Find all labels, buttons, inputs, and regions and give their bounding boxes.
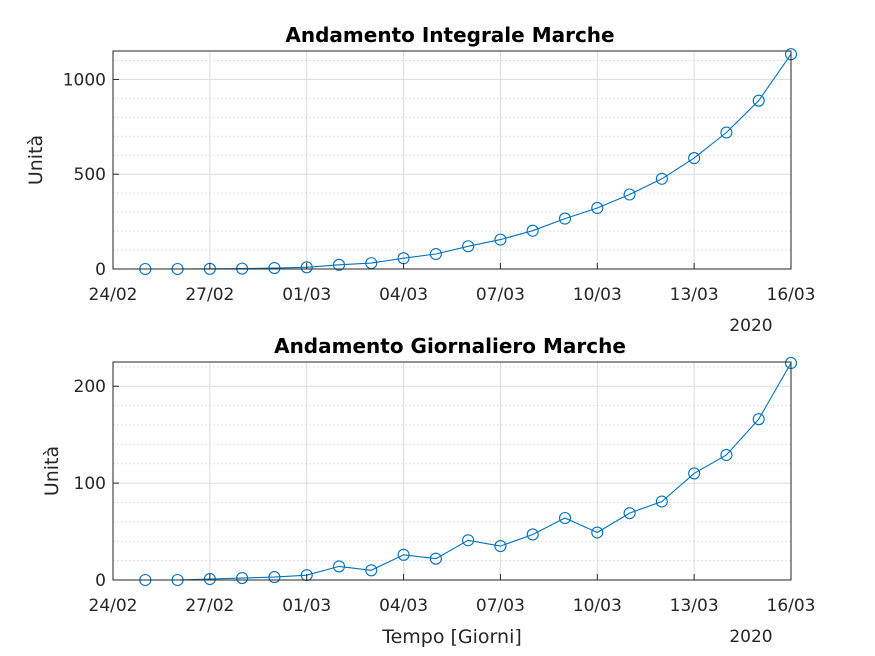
x-tick-label: 07/03 [476,596,525,616]
data-point [236,572,249,585]
data-point [462,534,475,547]
data-point [623,188,636,201]
x-tick-label: 10/03 [573,596,622,616]
y-tick-label: 1000 [63,70,106,90]
giornaliero-chart: Andamento Giornaliero Marche 0 100 200 24/0… [41,334,816,648]
data-point [720,448,733,462]
data-point [397,548,410,561]
x-tick-label: 07/03 [476,285,525,305]
chart-title: Andamento Integrale Marche [285,23,614,47]
data-point [526,528,539,541]
data-point [365,564,378,577]
integrale-chart: Andamento Integrale Marche 0 500 1000 24/02… [25,23,816,336]
x-tick-label: 24/02 [89,596,138,616]
y-tick-label: 0 [95,571,106,591]
x-tick-label: 13/03 [670,285,719,305]
x-tick-label: 24/02 [89,285,138,305]
data-point [332,258,346,271]
ticks: 0 100 200 24/02 27/02 01/03 04/03 07/03 10/03 13/… [74,377,816,616]
plot-area [112,50,792,270]
x-tick-label: 10/03 [573,285,622,305]
data-point [332,560,346,573]
plot-frame [112,361,792,581]
data-point [591,526,604,539]
data-point [268,262,281,275]
y-tick-label: 200 [74,377,106,397]
data-point [203,572,216,586]
data-point [526,224,539,237]
year-label: 2020 [729,627,772,647]
data-point [752,94,765,107]
data-point [591,201,604,215]
data-point [558,511,572,525]
series [139,356,798,587]
series-line [145,362,792,581]
x-tick-label: 16/03 [767,285,816,305]
data-point [623,507,636,520]
data-point [655,172,668,185]
data-point [752,413,765,426]
x-tick-label: 04/03 [379,596,428,616]
data-point [300,569,313,582]
y-axis-label: Unità [41,446,63,496]
plot-frame [112,50,792,270]
x-tick-label: 01/03 [282,285,331,305]
data-point [494,233,507,246]
x-axis-label: Tempo [Giorni] [381,626,522,648]
x-tick-label: 16/03 [767,596,816,616]
data-point [300,261,313,274]
x-tick-label: 01/03 [282,596,331,616]
data-point [655,495,668,508]
data-point [429,552,442,565]
y-axis-label: Unità [25,135,47,185]
series-line [145,53,792,270]
x-tick-label: 04/03 [379,285,428,305]
y-tick-label: 500 [74,165,106,185]
y-tick-label: 100 [74,474,106,494]
year-label: 2020 [729,316,772,336]
data-point [688,467,701,480]
data-point [494,540,507,553]
data-point [688,152,701,165]
x-tick-label: 13/03 [670,596,719,616]
data-point [720,126,733,139]
data-point [429,247,442,261]
ticks: 0 500 1000 24/02 27/02 01/03 04/03 07/03 10/03 13… [63,70,816,305]
data-point [558,212,572,225]
x-tick-label: 27/02 [185,596,234,616]
data-point [268,571,281,584]
chart-title: Andamento Giornaliero Marche [274,334,626,358]
y-tick-label: 0 [95,260,106,280]
x-tick-label: 27/02 [185,285,234,305]
data-point [462,240,475,253]
